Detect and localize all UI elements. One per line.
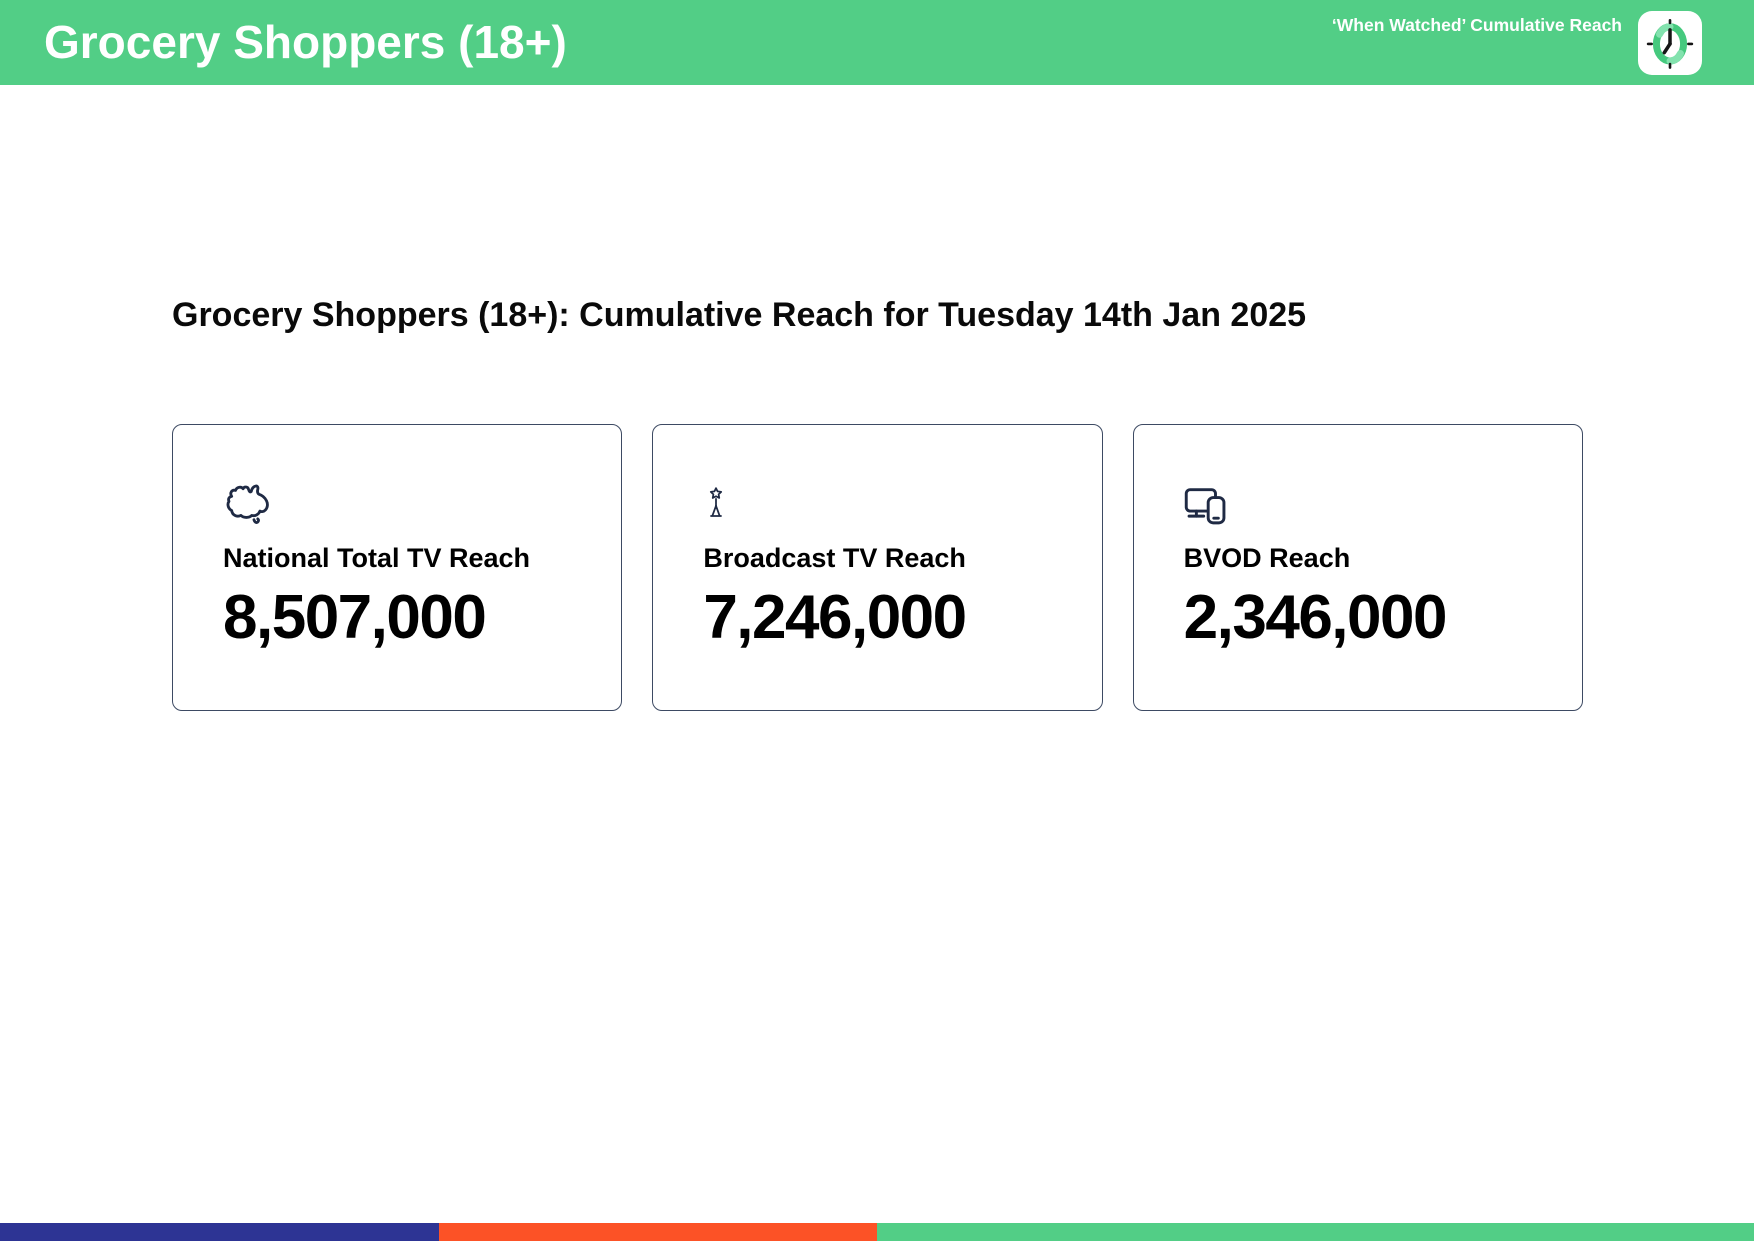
clock-icon xyxy=(1646,18,1694,69)
card-label: BVOD Reach xyxy=(1183,543,1351,573)
kpi-card-broadcast-tv: Broadcast TV Reach 7,246,000 xyxy=(652,424,1103,711)
footer-segment xyxy=(0,1223,439,1241)
card-icon-wrap xyxy=(703,480,1077,527)
card-value: 8,507,000 xyxy=(223,583,487,652)
section-heading: Grocery Shoppers (18+): Cumulative Reach… xyxy=(172,296,1307,334)
card-label: Broadcast TV Reach xyxy=(703,543,966,573)
card-label: National Total TV Reach xyxy=(223,543,531,573)
logo-badge xyxy=(1638,10,1702,75)
kpi-card-national-total-tv: National Total TV Reach 8,507,000 xyxy=(172,424,623,711)
header-bar: Grocery Shoppers (18+) ‘When Watched’ Cu… xyxy=(0,0,1754,85)
footer-segment xyxy=(877,1223,1754,1241)
header-tagline: ‘When Watched’ Cumulative Reach xyxy=(1331,15,1622,35)
kpi-cards-row: National Total TV Reach 8,507,000 Broadc… xyxy=(172,424,1583,711)
card-icon-wrap xyxy=(1184,480,1558,527)
footer-color-bar xyxy=(0,1223,1754,1241)
kpi-card-bvod: BVOD Reach 2,346,000 xyxy=(1132,424,1583,711)
devices-icon xyxy=(1184,488,1226,525)
australia-map-icon xyxy=(226,484,269,524)
card-icon-wrap xyxy=(223,480,597,527)
broadcast-tower-icon xyxy=(710,487,723,517)
card-value: 2,346,000 xyxy=(1183,583,1448,652)
card-value: 7,246,000 xyxy=(703,583,967,652)
header-right-group: ‘When Watched’ Cumulative Reach xyxy=(1331,10,1702,75)
footer-segment xyxy=(438,1223,877,1241)
page-title: Grocery Shoppers (18+) xyxy=(44,16,567,68)
